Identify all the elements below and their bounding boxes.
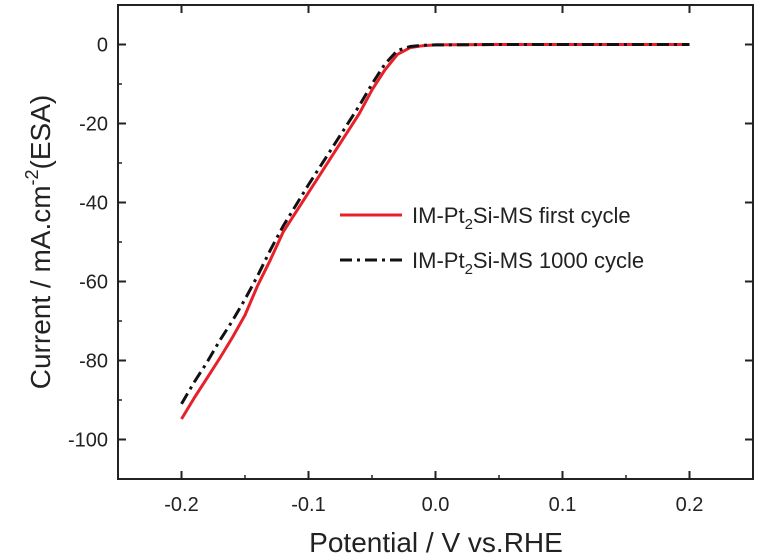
x-tick-label: -0.2 [164,494,198,516]
series-line-0 [182,45,690,420]
y-axis-title: Current / mA.cm-2(ESA) [22,95,56,390]
y-tick-label: -100 [68,430,108,452]
x-tick-label: -0.1 [291,494,325,516]
plot-frame [118,5,753,479]
x-tick-labels: -0.2 -0.1 0.0 0.1 0.2 [164,494,703,516]
x-tick-label: 0.1 [549,494,577,516]
x-tick-label: 0.2 [676,494,704,516]
ticks [118,5,753,479]
chart: 0 -20 -40 -60 -80 -100 -0.2 -0.1 0.0 0.1 0.2 IM-P… [0,0,769,560]
legend-label-series-1: IM-Pt2Si-MS 1000 cycle [412,248,644,278]
y-tick-label: -20 [79,114,108,136]
y-tick-label: -40 [79,193,108,215]
y-tick-label: -60 [79,272,108,294]
legend: IM-Pt2Si-MS first cycle IM-Pt2Si-MS 1000… [340,203,644,278]
x-axis-title: Potential / V vs.RHE [309,527,563,558]
y-tick-label: -80 [79,351,108,373]
y-tick-labels: 0 -20 -40 -60 -80 -100 [68,35,108,452]
x-tick-label: 0.0 [422,494,450,516]
legend-label-series-0: IM-Pt2Si-MS first cycle [412,203,631,233]
y-tick-label: 0 [97,35,108,57]
plot-lines [182,45,690,420]
